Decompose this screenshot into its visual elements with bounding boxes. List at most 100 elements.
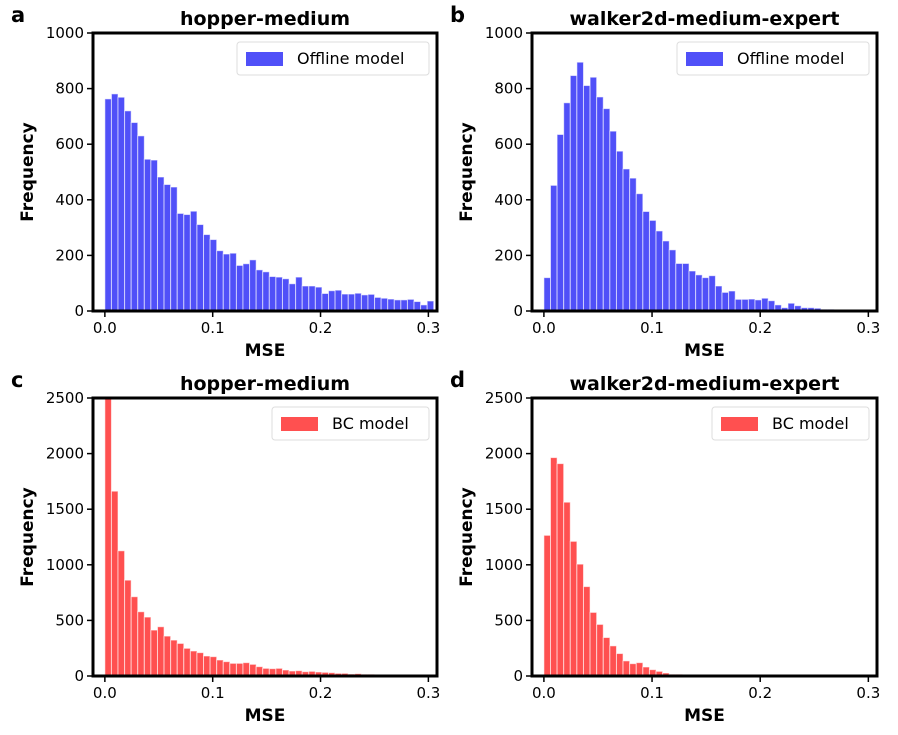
histogram-bar (582, 586, 591, 676)
x-axis-label: MSE (245, 706, 286, 726)
histogram-bar (163, 635, 172, 676)
legend: BC model (711, 406, 870, 441)
y-tick-label: 800 (494, 80, 523, 98)
histogram-bar (196, 224, 205, 311)
histogram-bar (602, 108, 611, 311)
histogram-bar (589, 611, 598, 676)
histogram-bar (596, 623, 604, 676)
histogram-bar (196, 652, 205, 676)
histogram-bar (374, 296, 382, 311)
histogram-bar (635, 662, 644, 676)
histogram-bar (150, 159, 158, 311)
histogram-bar (406, 298, 415, 311)
histogram-bar (124, 579, 132, 676)
x-tick-label: 0.0 (532, 684, 556, 702)
y-tick-label: 1000 (485, 556, 523, 574)
x-axis-label: MSE (684, 706, 725, 726)
histogram-bar (609, 130, 617, 311)
legend-box (236, 41, 430, 76)
histogram-bar (328, 290, 336, 311)
y-tick-label: 0 (74, 302, 84, 320)
y-tick-label: 600 (55, 135, 84, 153)
histogram-bar (143, 158, 152, 311)
histogram-bar (235, 264, 244, 311)
histogram-bar (549, 457, 558, 676)
bars (104, 93, 435, 311)
histogram-bar (321, 292, 330, 311)
histogram-bar (721, 291, 730, 311)
bars (543, 457, 749, 676)
y-tick-label: 2500 (46, 389, 84, 407)
x-tick-label: 0.3 (416, 684, 440, 702)
chart-title: hopper-medium (180, 373, 350, 395)
x-tick-label: 0.0 (93, 684, 117, 702)
histogram-bar (137, 611, 145, 676)
histogram-bar (635, 193, 644, 311)
histogram-bar (741, 298, 749, 311)
histogram-bar (387, 298, 395, 311)
histogram-bar (275, 276, 283, 311)
histogram-bar (569, 540, 578, 676)
histogram-bar (222, 661, 231, 676)
histogram-bar (242, 263, 251, 311)
histogram-bar (642, 210, 650, 311)
histogram-bar (400, 299, 408, 311)
histogram-bar (104, 398, 112, 676)
histogram-bar (334, 289, 343, 311)
histogram-bar (367, 293, 376, 311)
legend-label: Offline model (737, 49, 844, 68)
histogram-bar (675, 262, 683, 311)
histogram-bar (380, 297, 389, 311)
histogram-bar (117, 550, 126, 676)
histogram-bar (176, 642, 185, 676)
x-tick-label: 0.3 (856, 319, 880, 337)
histogram-bar (543, 534, 551, 676)
histogram-bar (728, 290, 736, 311)
histogram-bar (137, 135, 145, 311)
histogram-bar (747, 298, 756, 311)
panel-letter: d (450, 368, 465, 392)
histogram-bar (681, 262, 690, 311)
y-tick-label: 1500 (485, 500, 523, 518)
y-tick-label: 0 (74, 667, 84, 685)
histogram-bar (189, 650, 198, 676)
panel-d: 0 500 1000 1500 2000 2500 0.0 0.1 0.2 0.3 MSE Frequ… (450, 368, 880, 726)
x-tick-label: 0.3 (416, 319, 440, 337)
histogram-bar (341, 293, 349, 311)
histogram-bar (110, 490, 119, 676)
histogram-bar (668, 249, 677, 311)
histogram-bar (288, 283, 297, 311)
histogram-bar (708, 275, 716, 311)
axes-frame (530, 396, 879, 678)
histogram-bar (170, 186, 178, 311)
histogram-bar (347, 293, 356, 311)
histogram-bar (110, 93, 119, 311)
histogram-bar (582, 85, 591, 311)
histogram-bar (761, 297, 769, 311)
histogram-bar (301, 285, 310, 311)
histogram-bar (426, 300, 435, 311)
axes-frame (91, 31, 439, 313)
histogram-bar (216, 250, 224, 311)
y-tick-label: 600 (494, 135, 523, 153)
y-axis-label: Frequency (457, 487, 477, 587)
histogram-bar (249, 259, 257, 311)
histogram-bar (216, 659, 224, 676)
histogram-bar (569, 75, 578, 311)
x-tick-label: 0.2 (309, 319, 333, 337)
histogram-bar (576, 61, 584, 311)
x-tick-label: 0.1 (640, 319, 664, 337)
histogram-bar (255, 269, 264, 311)
histogram-bar (281, 278, 290, 311)
histogram-bar (622, 168, 631, 311)
histogram-bar (156, 626, 165, 676)
axes-frame (91, 396, 439, 678)
histogram-bar (589, 76, 598, 311)
legend-swatch (686, 52, 723, 66)
x-tick-label: 0.2 (748, 319, 772, 337)
y-tick-label: 2500 (485, 389, 523, 407)
bars (543, 61, 875, 311)
histogram-bar (143, 616, 152, 676)
histogram-bar (354, 292, 362, 311)
histogram-bar (655, 230, 664, 311)
